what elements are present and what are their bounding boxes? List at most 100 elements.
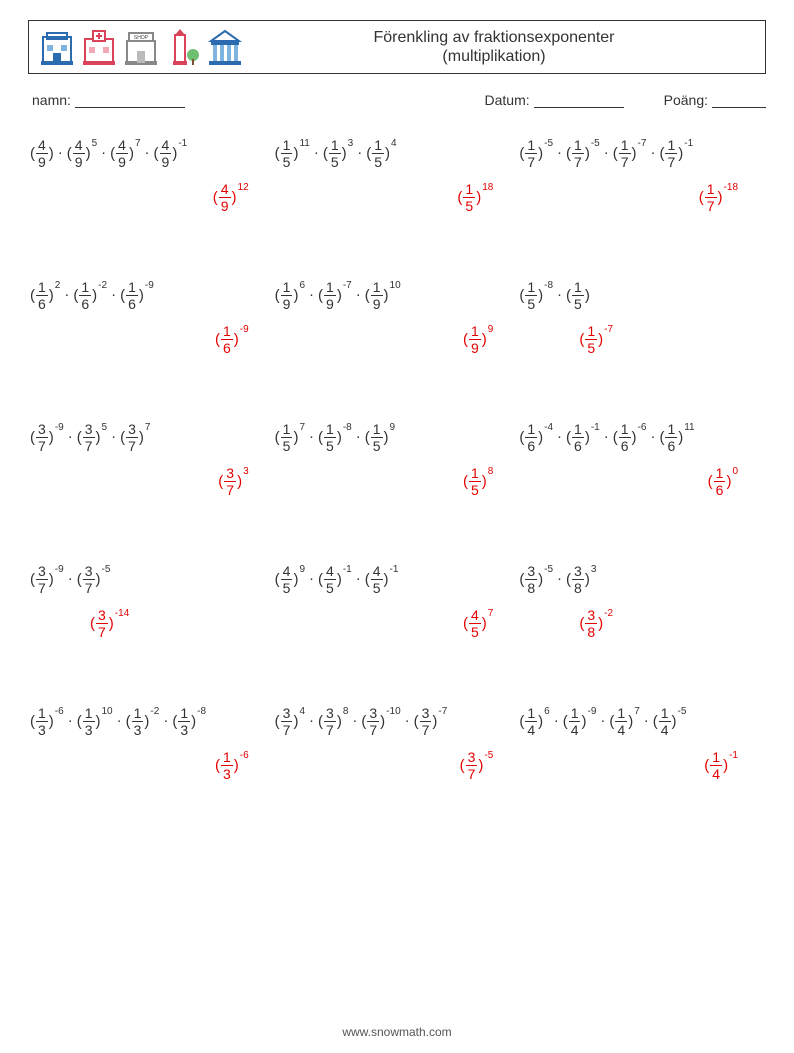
- problem-expression: (16)2·(16)-2·(16)-9: [30, 280, 275, 311]
- fraction: 49: [160, 138, 172, 169]
- fraction: 38: [572, 564, 584, 595]
- fraction-term: (16)0: [708, 466, 738, 497]
- multiply-dot: ·: [650, 428, 655, 445]
- fraction: 38: [525, 564, 537, 595]
- fraction: 16: [36, 280, 48, 311]
- fraction-term: (17)-5: [566, 138, 600, 169]
- fraction-term: (49): [30, 138, 54, 169]
- fraction-term: (16)-4: [519, 422, 553, 453]
- fraction: 15: [281, 138, 293, 169]
- multiply-dot: ·: [58, 144, 63, 161]
- multiply-dot: ·: [557, 144, 562, 161]
- name-blank[interactable]: [75, 93, 185, 108]
- score-label: Poäng:: [664, 92, 708, 108]
- problem: (16)2·(16)-2·(16)-9(16)-9: [30, 280, 275, 350]
- multiply-dot: ·: [309, 712, 314, 729]
- worksheet-title: Förenkling av fraktionsexponenter (multi…: [243, 28, 755, 66]
- problem-expression: (15)7·(15)-8·(15)9: [275, 422, 520, 453]
- fraction: 49: [219, 182, 231, 213]
- footer-link[interactable]: www.snowmath.com: [0, 1025, 794, 1039]
- fraction: 37: [96, 608, 108, 639]
- fraction: 15: [463, 182, 475, 213]
- fraction: 17: [525, 138, 537, 169]
- problem: (15)-8·(15)(15)-7: [519, 280, 764, 350]
- fraction-term: (16)11: [659, 422, 694, 453]
- problem: (37)-9·(37)-5(37)-14: [30, 564, 275, 634]
- worksheet-page: SHOP Förenkling av fraktionsexpo: [0, 0, 794, 1053]
- multiply-dot: ·: [145, 144, 150, 161]
- fraction: 13: [132, 706, 144, 737]
- fraction: 37: [126, 422, 138, 453]
- fraction-term: (37)-5: [77, 564, 111, 595]
- problem: (19)6·(19)-7·(19)10(19)9: [275, 280, 520, 350]
- name-label: namn:: [32, 92, 71, 108]
- name-field: namn:: [32, 92, 185, 108]
- fraction: 19: [371, 280, 383, 311]
- fraction: 37: [420, 706, 432, 737]
- date-field: Datum:: [485, 92, 624, 108]
- fraction: 15: [585, 324, 597, 355]
- fraction-term: (19)10: [365, 280, 401, 311]
- fraction-term: (38)3: [566, 564, 596, 595]
- fraction-term: (13)-6: [30, 706, 64, 737]
- multiply-dot: ·: [557, 570, 562, 587]
- multiply-dot: ·: [604, 144, 609, 161]
- fraction-term: (37)3: [218, 466, 248, 497]
- problem-answer: (15)-7: [579, 324, 613, 355]
- multiply-dot: ·: [557, 286, 562, 303]
- fraction: 16: [665, 422, 677, 453]
- problem-answer: (16)0: [708, 466, 738, 497]
- fraction-term: (13)-2: [126, 706, 160, 737]
- multiply-dot: ·: [557, 428, 562, 445]
- problem-expression: (37)4·(37)8·(37)-10·(37)-7: [275, 706, 520, 737]
- fraction-term: (49)12: [213, 182, 249, 213]
- problem: (17)-5·(17)-5·(17)-7·(17)-1(17)-18: [519, 138, 764, 208]
- fraction: 15: [324, 422, 336, 453]
- fraction-term: (14)-9: [563, 706, 597, 737]
- fraction-term: (13)10: [77, 706, 113, 737]
- fraction: 16: [126, 280, 138, 311]
- fraction-term: (38)-5: [519, 564, 553, 595]
- problem: (45)9·(45)-1·(45)-1(45)7: [275, 564, 520, 634]
- fraction: 37: [281, 706, 293, 737]
- problem-answer: (45)7: [463, 608, 493, 639]
- problem: (16)-4·(16)-1·(16)-6·(16)11(16)0: [519, 422, 764, 492]
- problem-answer: (37)-14: [90, 608, 129, 639]
- fraction: 37: [466, 750, 478, 781]
- fraction: 37: [224, 466, 236, 497]
- problem: (38)-5·(38)3(38)-2: [519, 564, 764, 634]
- fraction-term: (13)-8: [172, 706, 206, 737]
- problem-expression: (19)6·(19)-7·(19)10: [275, 280, 520, 311]
- problem-expression: (38)-5·(38)3: [519, 564, 764, 595]
- fraction-term: (14)7: [609, 706, 639, 737]
- fraction-term: (37)-14: [90, 608, 129, 639]
- fraction: 17: [572, 138, 584, 169]
- fraction-term: (49)-1: [154, 138, 188, 169]
- fraction-term: (37)-7: [414, 706, 448, 737]
- fraction-term: (49)5: [67, 138, 97, 169]
- fraction-term: (15)-8: [318, 422, 352, 453]
- fraction: 16: [525, 422, 537, 453]
- fraction: 49: [36, 138, 48, 169]
- fraction: 16: [714, 466, 726, 497]
- meta-row: namn: Datum: Poäng:: [32, 92, 766, 108]
- multiply-dot: ·: [101, 144, 106, 161]
- problem: (13)-6·(13)10·(13)-2·(13)-8(13)-6: [30, 706, 275, 776]
- problem-answer: (49)12: [213, 182, 249, 213]
- date-blank[interactable]: [534, 93, 624, 108]
- fraction: 15: [371, 422, 383, 453]
- multiply-dot: ·: [111, 286, 116, 303]
- fraction: 45: [281, 564, 293, 595]
- fraction: 49: [73, 138, 85, 169]
- fraction-term: (16)-9: [215, 324, 249, 355]
- fraction-term: (17)-18: [699, 182, 738, 213]
- multiply-dot: ·: [357, 144, 362, 161]
- multiply-dot: ·: [314, 144, 319, 161]
- multiply-dot: ·: [111, 428, 116, 445]
- score-blank[interactable]: [712, 93, 766, 108]
- fraction: 14: [710, 750, 722, 781]
- building-icon: [39, 27, 75, 67]
- title-line-1: Förenkling av fraktionsexponenter: [243, 28, 745, 47]
- fraction-term: (45)-1: [318, 564, 352, 595]
- date-label: Datum:: [485, 92, 530, 108]
